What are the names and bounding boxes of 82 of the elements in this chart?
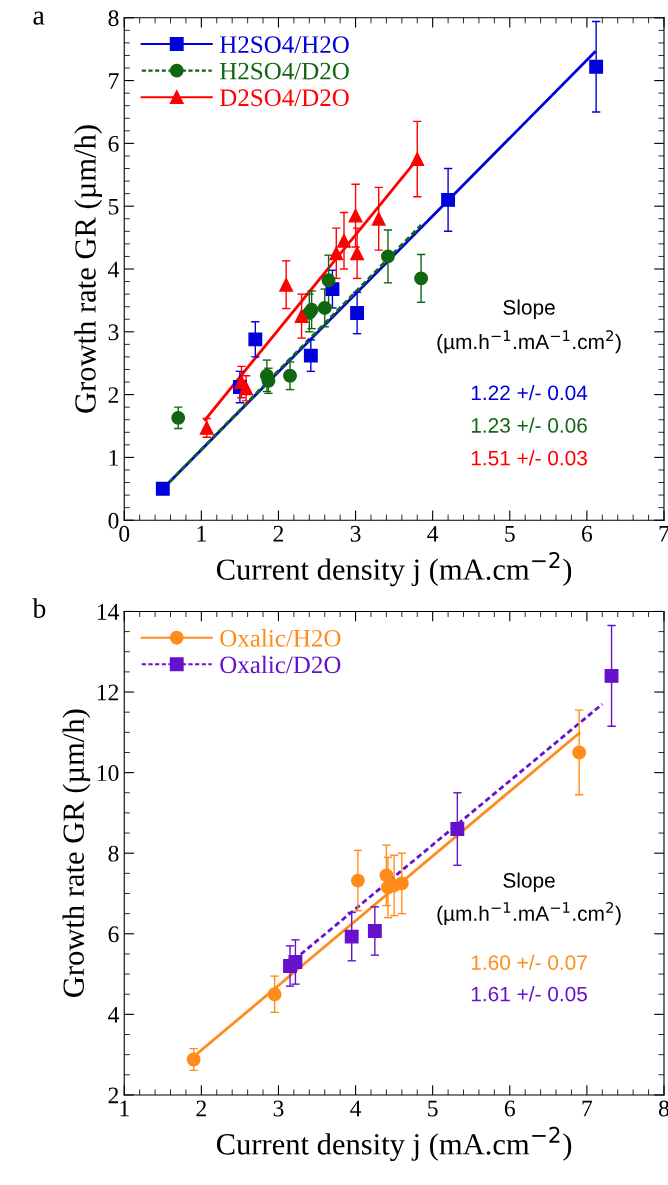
y-tick-label: 8	[108, 10, 119, 27]
x-tick-label: 1	[197, 525, 206, 542]
x-tick-label: 2	[273, 525, 284, 542]
legend-label: H2SO4/H2O	[219, 36, 349, 54]
y-tick-label: 4	[108, 261, 120, 278]
x-tick-label: 3	[273, 1100, 284, 1117]
point	[371, 211, 386, 226]
y-tick-label: 6	[108, 135, 119, 152]
point	[379, 868, 394, 883]
x-tick-label: 3	[350, 525, 361, 542]
point	[199, 420, 214, 435]
point	[394, 876, 409, 891]
y-tick-label: 8	[108, 845, 119, 862]
y-tick-label: 1	[109, 450, 118, 466]
y-tick-label: 2	[108, 1087, 119, 1104]
point	[321, 273, 336, 288]
point	[348, 208, 363, 223]
y-tick-label: 2	[108, 387, 119, 403]
annotation: 1.51 +/- 0.03	[471, 450, 587, 466]
y-tick-label: 6	[108, 926, 119, 943]
y-tick-label: 7	[109, 73, 119, 89]
point	[450, 822, 465, 836]
y-tick-label: 10	[97, 765, 119, 782]
x-tick-label: 2	[196, 1100, 206, 1117]
x-tick-label: 5	[505, 526, 515, 542]
x-tick-label: 8	[658, 1100, 668, 1117]
point	[441, 192, 456, 207]
annotation: 1.23 +/- 0.06	[471, 417, 587, 433]
point	[155, 481, 170, 496]
annotation: 1.60 +/- 0.07	[471, 954, 587, 970]
x-tick-label: 4	[427, 525, 439, 542]
y-axis-title: Growth rate GR (µm/h)	[74, 125, 103, 413]
annotation: (µm.h$^{−1}$.mA$^{−1}$.cm$^{2}$)	[437, 330, 621, 354]
point	[410, 152, 425, 167]
point	[337, 233, 351, 248]
point	[171, 410, 186, 425]
x-tick-label: 6	[582, 525, 593, 542]
point	[186, 1052, 201, 1067]
y-tick-label: 3	[108, 324, 119, 341]
legend-label: D2SO4/D2O	[219, 89, 349, 107]
point	[248, 332, 263, 347]
x-tick-label: 4	[350, 1100, 362, 1117]
chart-title: a	[33, 11, 45, 25]
point	[350, 306, 365, 320]
y-tick-label: 0	[108, 512, 119, 529]
point	[350, 246, 365, 261]
point	[604, 668, 619, 683]
x-tick-label: 7	[582, 1100, 593, 1117]
chart-title: b	[32, 598, 46, 618]
point	[317, 300, 332, 315]
x-axis-title: Current density j (mA.cm$^{−2}$)	[216, 552, 572, 587]
y-tick-label: 5	[108, 198, 119, 215]
point	[414, 271, 429, 286]
annotation: Slope	[503, 872, 555, 892]
point	[303, 348, 318, 363]
y-tick-label: 14	[97, 604, 120, 620]
annotation: 1.61 +/- 0.05	[471, 986, 587, 1002]
point	[589, 59, 604, 74]
legend-label: Oxalic/D2O	[220, 655, 341, 674]
point	[329, 246, 344, 261]
legend-label: Oxalic/H2O	[220, 629, 341, 647]
point	[367, 924, 382, 938]
point	[288, 955, 303, 969]
point	[283, 368, 297, 383]
x-axis-title: Current density j (mA.cm$^{−2}$)	[216, 1126, 572, 1161]
point	[344, 929, 359, 944]
y-tick-label: 4	[108, 1007, 120, 1023]
point	[381, 249, 395, 264]
legend-label: H2SO4/D2O	[219, 62, 349, 80]
y-tick-label: 12	[97, 684, 119, 701]
y-axis-title: Growth rate GR (µm/h)	[62, 709, 91, 997]
point	[279, 277, 294, 292]
annotation: Slope	[503, 299, 555, 319]
x-tick-label: 6	[504, 1100, 515, 1117]
point	[572, 745, 587, 760]
annotation: (µm.h$^{−1}$.mA$^{−1}$.cm$^{2}$)	[437, 901, 621, 926]
point	[294, 309, 309, 324]
point	[304, 302, 319, 317]
x-tick-label: 5	[428, 1100, 438, 1117]
point	[267, 987, 282, 1002]
annotation: 1.22 +/- 0.04	[471, 384, 588, 401]
point	[350, 873, 365, 888]
